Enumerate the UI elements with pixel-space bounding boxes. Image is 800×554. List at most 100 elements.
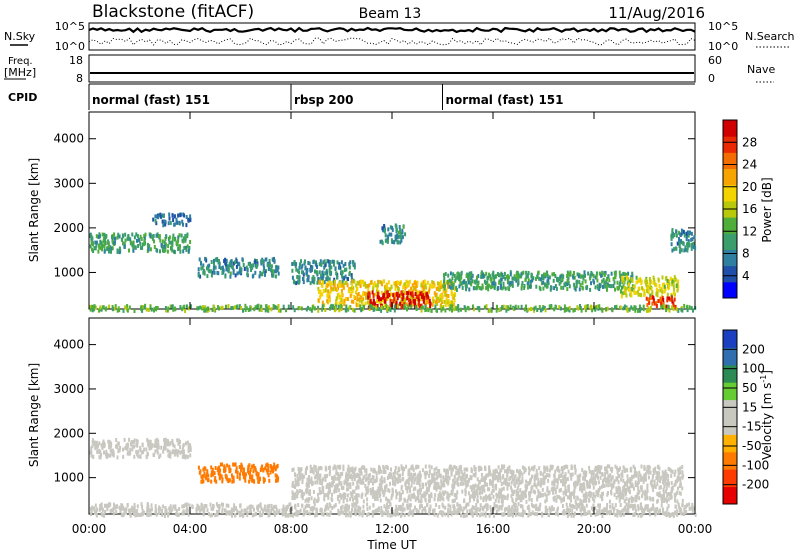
scatter-cell — [128, 437, 131, 442]
scatter-cell — [656, 291, 658, 296]
scatter-cell — [249, 307, 252, 312]
scatter-cell — [338, 493, 341, 498]
scatter-cell — [272, 273, 275, 278]
scatter-cell — [413, 478, 416, 483]
scatter-cell — [597, 488, 600, 493]
scatter-cell — [429, 493, 432, 498]
scatter-cell — [483, 480, 486, 485]
scatter-cell — [122, 447, 124, 452]
scatter-cell — [560, 479, 562, 484]
freq-panel: Freq. [MHz] 18 8 60 0 Nave — [4, 54, 775, 85]
scatter-cell — [476, 507, 479, 511]
scatter-cell — [348, 305, 351, 310]
scatter-cell — [634, 495, 637, 499]
scatter-cell — [409, 477, 412, 482]
scatter-cell — [243, 267, 246, 271]
scatter-cell — [395, 292, 398, 297]
scatter-cell — [476, 498, 479, 503]
scatter-cell — [630, 499, 633, 504]
scatter-cell — [610, 271, 613, 276]
scatter-cell — [670, 242, 673, 247]
scatter-cell — [409, 291, 412, 296]
scatter-cell — [420, 283, 423, 288]
scatter-cell — [343, 268, 346, 273]
scatter-cell — [333, 284, 336, 289]
scatter-cell — [424, 284, 427, 289]
scatter-cell — [435, 466, 438, 471]
scatter-cell — [431, 477, 433, 482]
scatter-cell — [501, 464, 503, 469]
scatter-cell — [448, 307, 451, 312]
scatter-cell — [490, 308, 493, 313]
scatter-cell — [429, 283, 431, 288]
scatter-cell — [656, 482, 659, 487]
scatter-cell — [533, 306, 536, 311]
scatter-cell — [376, 299, 378, 304]
scatter-cell — [496, 478, 499, 483]
scatter-cell — [183, 213, 186, 218]
scatter-cell — [542, 472, 545, 477]
scatter-cell — [204, 305, 207, 310]
scatter-cell — [276, 474, 279, 479]
scatter-cell — [320, 508, 323, 512]
scatter-cell — [255, 472, 258, 477]
scatter-cell — [447, 284, 449, 289]
scatter-cell — [406, 307, 408, 312]
scatter-cell — [497, 499, 500, 504]
scatter-cell — [262, 468, 265, 473]
y-tick-label: 4000 — [53, 132, 84, 146]
scatter-cell — [671, 299, 674, 304]
scatter-cell — [573, 308, 576, 312]
scatter-cell — [488, 497, 491, 501]
scatter-cell — [209, 502, 212, 507]
scatter-cell — [615, 486, 618, 491]
scatter-cell — [406, 499, 409, 504]
scatter-cell — [438, 472, 441, 477]
scatter-cell — [623, 488, 626, 492]
scatter-cell — [405, 302, 408, 307]
scatter-cell — [434, 293, 437, 298]
scatter-cell — [376, 283, 379, 288]
scatter-cell — [514, 277, 517, 282]
scatter-cell — [396, 280, 399, 285]
scatter-cell — [521, 504, 524, 509]
scatter-cell — [530, 489, 533, 494]
scatter-cell — [272, 269, 275, 274]
scatter-cell — [490, 285, 492, 290]
scatter-cell — [351, 474, 354, 479]
scatter-cell — [297, 466, 300, 471]
scatter-cell — [690, 246, 693, 251]
scatter-cell — [411, 291, 413, 296]
scatter-cell — [593, 481, 595, 485]
scatter-cell — [270, 503, 273, 508]
scatter-cell — [666, 292, 669, 297]
scatter-cell — [316, 280, 319, 285]
cpid-label: CPID — [8, 91, 37, 104]
scatter-cell — [553, 486, 556, 491]
scatter-cell — [601, 479, 604, 484]
scatter-cell — [484, 305, 486, 310]
scatter-cell — [184, 309, 187, 313]
scatter-cell — [531, 474, 533, 479]
scatter-cell — [496, 494, 499, 499]
scatter-cell — [147, 247, 150, 252]
scatter-cell — [432, 296, 435, 301]
scatter-cell — [203, 471, 206, 476]
scatter-cell — [472, 304, 474, 309]
scatter-cell — [335, 489, 338, 493]
scatter-cell — [411, 479, 414, 484]
scatter-cell — [339, 284, 342, 288]
scatter-cell — [613, 506, 616, 511]
scatter-cell — [347, 487, 350, 491]
scatter-cell — [342, 485, 345, 490]
scatter-cell — [671, 295, 673, 300]
scatter-cell — [652, 280, 655, 285]
scatter-cell — [535, 476, 538, 481]
scatter-cell — [578, 280, 581, 285]
scatter-cell — [478, 286, 481, 290]
scatter-cell — [618, 498, 621, 503]
scatter-cell — [423, 494, 426, 499]
scatter-cell — [542, 273, 545, 278]
scatter-cell — [507, 286, 510, 291]
